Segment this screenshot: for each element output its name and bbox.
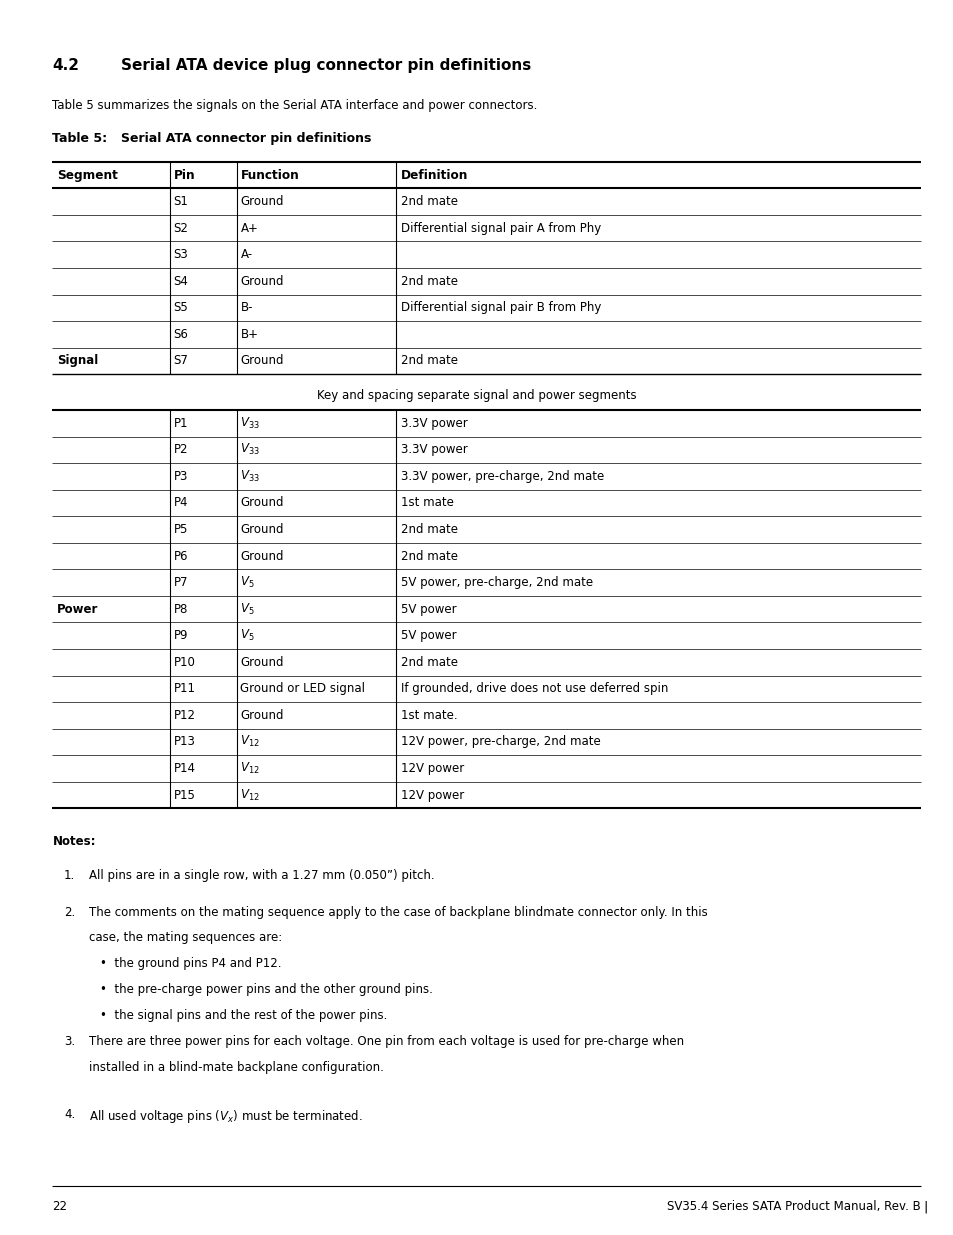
Text: $V_5$: $V_5$ (240, 576, 254, 590)
Text: Ground: Ground (240, 274, 284, 288)
Text: Signal: Signal (57, 354, 98, 368)
Text: Ground: Ground (240, 550, 284, 563)
Text: Table 5 summarizes the signals on the Serial ATA interface and power connectors.: Table 5 summarizes the signals on the Se… (52, 99, 537, 112)
Text: P2: P2 (173, 443, 188, 457)
Text: installed in a blind-mate backplane configuration.: installed in a blind-mate backplane conf… (89, 1061, 383, 1074)
Text: 22: 22 (52, 1200, 68, 1214)
Text: There are three power pins for each voltage. One pin from each voltage is used f: There are three power pins for each volt… (89, 1035, 683, 1049)
Text: S3: S3 (173, 248, 188, 262)
Text: Ground: Ground (240, 656, 284, 669)
Text: 12V power, pre-charge, 2nd mate: 12V power, pre-charge, 2nd mate (400, 735, 599, 748)
Text: 1st mate: 1st mate (400, 496, 453, 510)
Text: B-: B- (240, 301, 253, 315)
Text: S1: S1 (173, 195, 189, 209)
Text: 4.: 4. (64, 1108, 75, 1121)
Text: Function: Function (240, 168, 299, 182)
Text: P14: P14 (173, 762, 195, 776)
Text: P11: P11 (173, 682, 195, 695)
Text: All used voltage pins ($V_x$) must be terminated.: All used voltage pins ($V_x$) must be te… (89, 1108, 362, 1125)
Text: $V_5$: $V_5$ (240, 629, 254, 643)
Text: 1st mate.: 1st mate. (400, 709, 456, 722)
Text: Notes:: Notes: (52, 835, 96, 848)
Text: •  the signal pins and the rest of the power pins.: • the signal pins and the rest of the po… (100, 1009, 387, 1023)
Text: 2.: 2. (64, 905, 75, 919)
Text: A-: A- (240, 248, 253, 262)
Text: Ground: Ground (240, 354, 284, 368)
Text: S5: S5 (173, 301, 188, 315)
Text: P3: P3 (173, 469, 188, 483)
Text: 5V power: 5V power (400, 603, 456, 616)
Text: P1: P1 (173, 416, 188, 430)
Text: 2nd mate: 2nd mate (400, 656, 457, 669)
Text: $V_{12}$: $V_{12}$ (240, 788, 260, 803)
Text: 3.3V power: 3.3V power (400, 416, 467, 430)
Text: 3.: 3. (64, 1035, 75, 1049)
Text: Table 5:: Table 5: (52, 132, 108, 146)
Text: Pin: Pin (173, 168, 195, 182)
Text: 5V power: 5V power (400, 629, 456, 642)
Text: $V_{33}$: $V_{33}$ (240, 416, 260, 431)
Text: P10: P10 (173, 656, 195, 669)
Text: 3.3V power: 3.3V power (400, 443, 467, 457)
Text: S4: S4 (173, 274, 189, 288)
Text: •  the pre-charge power pins and the other ground pins.: • the pre-charge power pins and the othe… (100, 983, 433, 997)
Text: $V_{33}$: $V_{33}$ (240, 469, 260, 484)
Text: 2nd mate: 2nd mate (400, 274, 457, 288)
Text: case, the mating sequences are:: case, the mating sequences are: (89, 931, 282, 945)
Text: |: | (923, 1200, 927, 1214)
Text: $V_5$: $V_5$ (240, 601, 254, 616)
Text: B+: B+ (240, 327, 258, 341)
Text: SV35.4 Series SATA Product Manual, Rev. B: SV35.4 Series SATA Product Manual, Rev. … (666, 1200, 920, 1214)
Text: P7: P7 (173, 576, 188, 589)
Text: P13: P13 (173, 735, 195, 748)
Text: Serial ATA connector pin definitions: Serial ATA connector pin definitions (121, 132, 371, 146)
Text: Ground: Ground (240, 195, 284, 209)
Text: Ground: Ground (240, 522, 284, 536)
Text: Definition: Definition (400, 168, 468, 182)
Text: Ground: Ground (240, 496, 284, 510)
Text: P12: P12 (173, 709, 195, 722)
Text: P15: P15 (173, 788, 195, 802)
Text: $V_{12}$: $V_{12}$ (240, 761, 260, 776)
Text: Differential signal pair B from Phy: Differential signal pair B from Phy (400, 301, 600, 315)
Text: Serial ATA device plug connector pin definitions: Serial ATA device plug connector pin def… (121, 58, 531, 73)
Text: A+: A+ (240, 221, 258, 235)
Text: P4: P4 (173, 496, 188, 510)
Text: 12V power: 12V power (400, 762, 463, 776)
Text: 5V power, pre-charge, 2nd mate: 5V power, pre-charge, 2nd mate (400, 576, 592, 589)
Text: P9: P9 (173, 629, 188, 642)
Text: P5: P5 (173, 522, 188, 536)
Text: Key and spacing separate signal and power segments: Key and spacing separate signal and powe… (316, 389, 637, 401)
Text: 12V power: 12V power (400, 788, 463, 802)
Text: Differential signal pair A from Phy: Differential signal pair A from Phy (400, 221, 600, 235)
Text: •  the ground pins P4 and P12.: • the ground pins P4 and P12. (100, 957, 281, 971)
Text: 4.2: 4.2 (52, 58, 79, 73)
Text: Ground or LED signal: Ground or LED signal (240, 682, 365, 695)
Text: Ground: Ground (240, 709, 284, 722)
Text: Segment: Segment (57, 168, 118, 182)
Text: The comments on the mating sequence apply to the case of backplane blindmate con: The comments on the mating sequence appl… (89, 905, 707, 919)
Text: Power: Power (57, 603, 98, 616)
Text: S7: S7 (173, 354, 189, 368)
Text: 1.: 1. (64, 869, 75, 882)
Text: S2: S2 (173, 221, 189, 235)
Text: S6: S6 (173, 327, 189, 341)
Text: 2nd mate: 2nd mate (400, 195, 457, 209)
Text: All pins are in a single row, with a 1.27 mm (0.050”) pitch.: All pins are in a single row, with a 1.2… (89, 869, 434, 882)
Text: $V_{33}$: $V_{33}$ (240, 442, 260, 457)
Text: P6: P6 (173, 550, 188, 563)
Text: 3.3V power, pre-charge, 2nd mate: 3.3V power, pre-charge, 2nd mate (400, 469, 603, 483)
Text: $V_{12}$: $V_{12}$ (240, 735, 260, 750)
Text: 2nd mate: 2nd mate (400, 522, 457, 536)
Text: 2nd mate: 2nd mate (400, 354, 457, 368)
Text: If grounded, drive does not use deferred spin: If grounded, drive does not use deferred… (400, 682, 667, 695)
Text: P8: P8 (173, 603, 188, 616)
Text: 2nd mate: 2nd mate (400, 550, 457, 563)
